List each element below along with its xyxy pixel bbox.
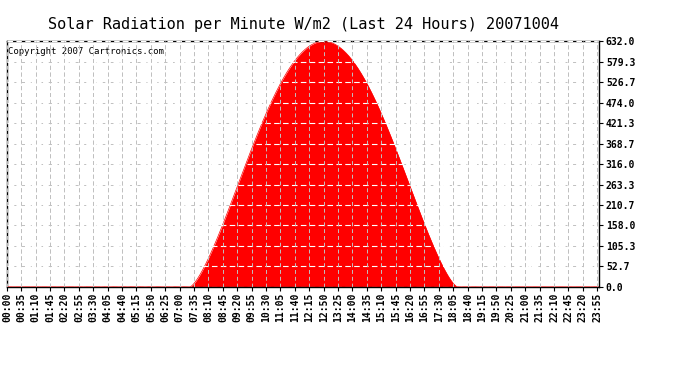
Text: Copyright 2007 Cartronics.com: Copyright 2007 Cartronics.com — [8, 47, 164, 56]
Text: Solar Radiation per Minute W/m2 (Last 24 Hours) 20071004: Solar Radiation per Minute W/m2 (Last 24… — [48, 17, 559, 32]
